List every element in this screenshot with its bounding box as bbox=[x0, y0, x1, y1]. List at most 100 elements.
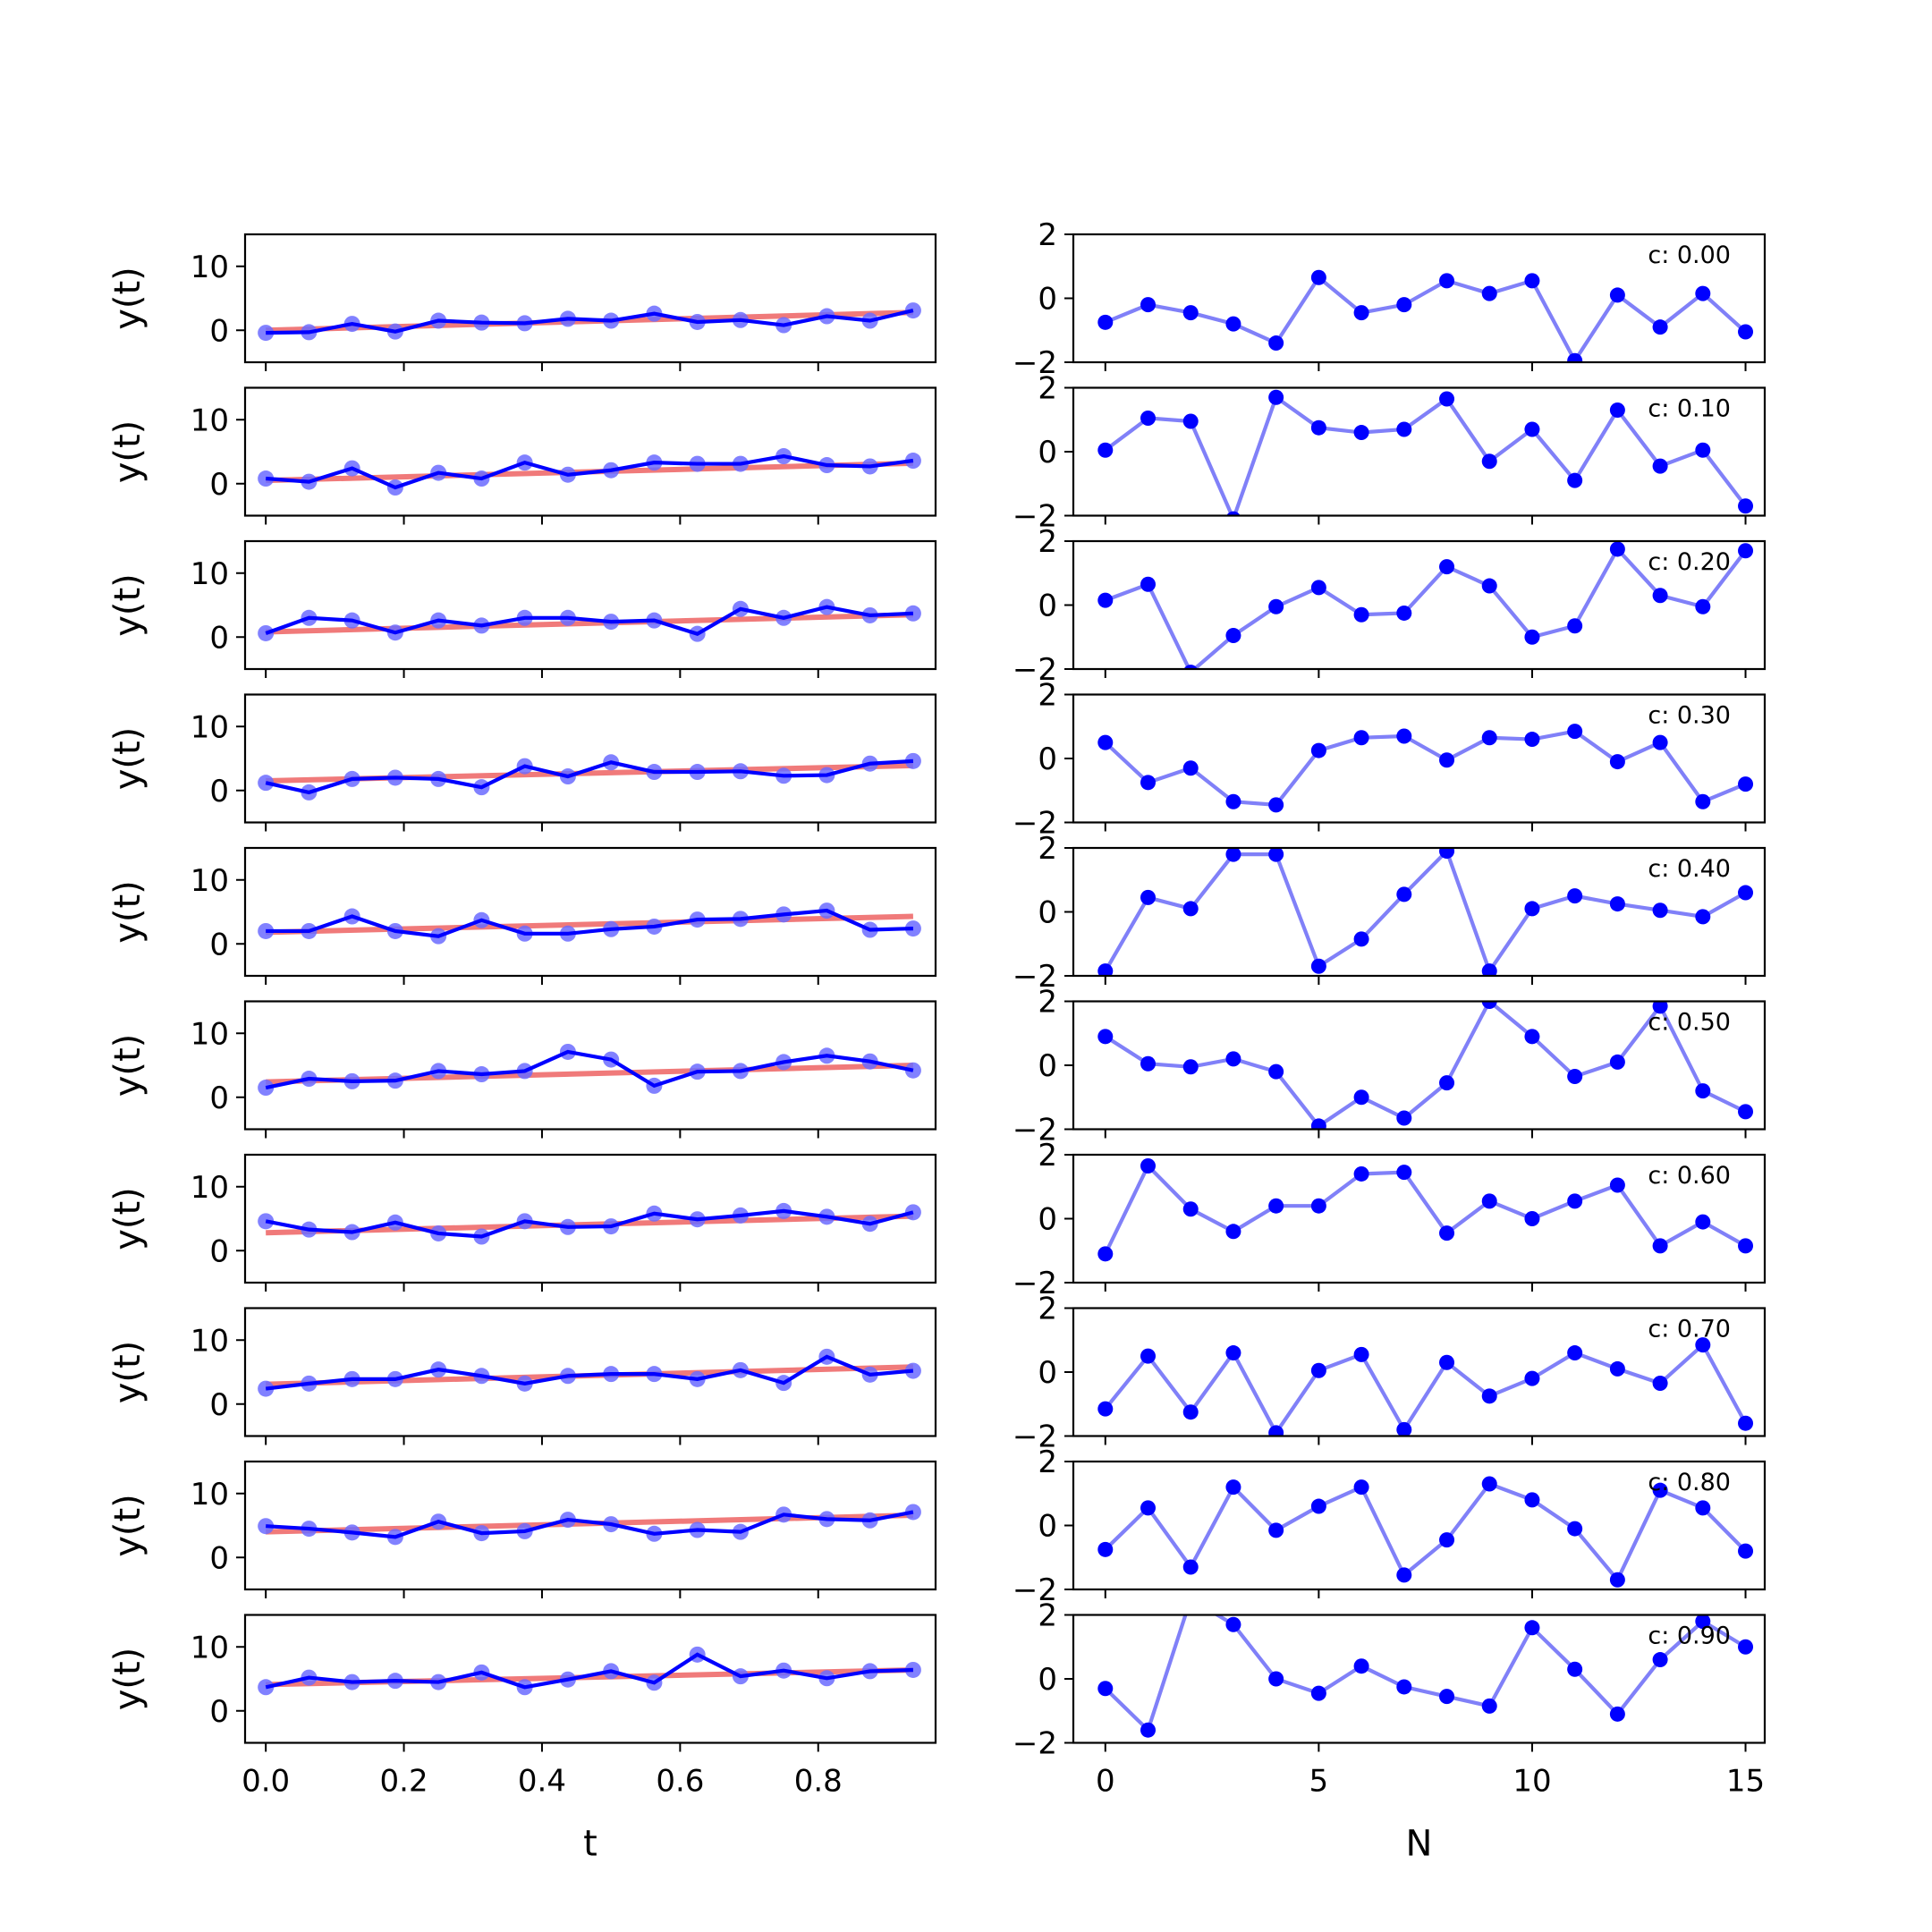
plot-area bbox=[258, 752, 921, 801]
panel-annotation: c: 0.60 bbox=[1648, 1162, 1731, 1190]
data-point bbox=[1609, 1054, 1625, 1070]
y-tick-label: 0 bbox=[1038, 895, 1057, 931]
y-tick-label: 10 bbox=[191, 556, 229, 592]
data-point bbox=[1738, 1543, 1754, 1559]
data-point bbox=[1524, 421, 1540, 437]
data-point bbox=[1182, 1059, 1199, 1075]
data-point bbox=[1439, 1075, 1455, 1091]
data-line bbox=[266, 1510, 914, 1539]
y-tick-label: 2 bbox=[1038, 1445, 1057, 1480]
left-panel-7: 0 10 y(t) bbox=[107, 1307, 937, 1445]
data-point bbox=[1268, 598, 1284, 614]
data-point bbox=[1268, 1425, 1284, 1436]
plot-area bbox=[258, 1504, 921, 1546]
y-tick-label: −2 bbox=[1013, 1266, 1057, 1301]
plot-area bbox=[1097, 1614, 1754, 1738]
panel-annotation: c: 0.00 bbox=[1648, 242, 1731, 269]
trend-line bbox=[266, 913, 913, 936]
right-panel-8: −2 0 2 c: 0.80 bbox=[1013, 1445, 1767, 1608]
data-point bbox=[1140, 889, 1157, 905]
y-tick-label: 0 bbox=[209, 1080, 229, 1116]
data-point bbox=[1268, 1198, 1284, 1214]
y-axis-title: y(t) bbox=[107, 420, 148, 484]
data-point bbox=[1268, 848, 1284, 862]
y-axis-title: y(t) bbox=[107, 1341, 148, 1404]
data-point bbox=[1609, 287, 1625, 303]
data-point bbox=[1481, 1476, 1497, 1492]
data-point bbox=[1268, 389, 1284, 405]
plot-area bbox=[258, 902, 921, 945]
data-line bbox=[1104, 1481, 1748, 1584]
data-point bbox=[1652, 319, 1668, 335]
data-point bbox=[1353, 931, 1369, 947]
data-point bbox=[1140, 297, 1157, 313]
y-tick-label: 0 bbox=[1038, 589, 1057, 624]
plot-area bbox=[1097, 269, 1754, 362]
data-point bbox=[1567, 1193, 1583, 1209]
data-line bbox=[1104, 1001, 1747, 1129]
data-point bbox=[1481, 1001, 1497, 1009]
data-point bbox=[1396, 605, 1412, 621]
data-point bbox=[1182, 760, 1199, 776]
panel-annotation: c: 0.70 bbox=[1648, 1316, 1731, 1343]
data-point bbox=[1310, 958, 1326, 974]
data-point bbox=[1609, 1572, 1625, 1588]
y-tick-label: 10 bbox=[191, 863, 229, 899]
x-axis-title: N bbox=[1406, 1824, 1433, 1865]
data-point bbox=[1140, 1158, 1157, 1174]
data-line bbox=[1104, 1342, 1748, 1436]
data-point bbox=[1738, 324, 1754, 340]
data-point bbox=[1182, 413, 1199, 429]
data-line bbox=[265, 1049, 914, 1090]
data-point bbox=[1396, 1165, 1412, 1181]
y-axis-title: y(t) bbox=[107, 1648, 148, 1711]
y-axis-title: y(t) bbox=[107, 1187, 148, 1250]
data-point bbox=[1182, 1559, 1199, 1575]
data-point bbox=[1695, 598, 1711, 614]
y-axis-title: y(t) bbox=[107, 267, 148, 330]
data-point bbox=[1481, 578, 1497, 594]
plot-area bbox=[1097, 1158, 1754, 1262]
data-point bbox=[1695, 793, 1711, 809]
left-panel-0: 0 10 y(t) bbox=[107, 233, 937, 371]
data-line bbox=[265, 1208, 914, 1239]
data-point bbox=[1140, 1348, 1157, 1364]
data-point bbox=[1652, 1482, 1668, 1498]
panel-annotation: c: 0.40 bbox=[1648, 855, 1731, 883]
data-point bbox=[1481, 1698, 1497, 1714]
data-point bbox=[1140, 410, 1157, 426]
data-point bbox=[1310, 419, 1326, 436]
data-point bbox=[1268, 797, 1284, 813]
data-point bbox=[1652, 1238, 1668, 1254]
data-point bbox=[1353, 1165, 1369, 1182]
data-point bbox=[1097, 592, 1114, 608]
data-point bbox=[1738, 1415, 1754, 1431]
data-point bbox=[1353, 730, 1369, 746]
data-line bbox=[265, 1354, 914, 1391]
data-point bbox=[1310, 742, 1326, 758]
data-point bbox=[1695, 1500, 1711, 1516]
plot-area bbox=[258, 448, 921, 496]
data-point bbox=[1353, 1089, 1369, 1106]
data-point bbox=[1439, 273, 1455, 289]
trend-line bbox=[266, 1213, 913, 1236]
left-panel-2: 0 10 y(t) bbox=[107, 539, 937, 678]
data-point bbox=[1567, 618, 1583, 634]
data-point bbox=[1225, 627, 1241, 643]
x-axis-title: t bbox=[583, 1824, 597, 1865]
y-axis-title: y(t) bbox=[107, 1034, 148, 1097]
data-point bbox=[1481, 453, 1497, 470]
data-point bbox=[1226, 511, 1241, 516]
y-tick-label: 0 bbox=[209, 927, 229, 962]
right-panel-2: −2 0 2 c: 0.20 bbox=[1013, 524, 1767, 688]
data-point bbox=[1652, 902, 1668, 919]
x-tick-label: 0.8 bbox=[794, 1764, 843, 1800]
y-tick-label: 0 bbox=[1038, 435, 1057, 470]
data-point bbox=[1310, 580, 1326, 596]
y-tick-label: −2 bbox=[1013, 345, 1057, 381]
data-point bbox=[1738, 1639, 1754, 1655]
data-point bbox=[1609, 541, 1625, 557]
data-point bbox=[1439, 391, 1455, 407]
y-tick-label: 0 bbox=[209, 467, 229, 503]
